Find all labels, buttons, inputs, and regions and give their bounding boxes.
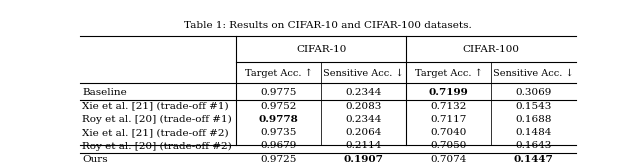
Text: 0.7050: 0.7050 <box>431 142 467 150</box>
Text: 0.9735: 0.9735 <box>260 128 297 137</box>
Text: 0.1643: 0.1643 <box>515 142 552 150</box>
Text: 0.9778: 0.9778 <box>259 115 299 124</box>
Text: Xie et al. [21] (trade-off #2): Xie et al. [21] (trade-off #2) <box>83 128 229 137</box>
Text: 0.1688: 0.1688 <box>515 115 552 124</box>
Text: 0.1447: 0.1447 <box>514 155 554 164</box>
Text: 0.9679: 0.9679 <box>260 142 297 150</box>
Text: Sensitive Acc. ↓: Sensitive Acc. ↓ <box>323 69 404 78</box>
Text: 0.9752: 0.9752 <box>260 102 297 111</box>
Text: CIFAR-10: CIFAR-10 <box>296 45 346 54</box>
Text: Table 1: Results on CIFAR-10 and CIFAR-100 datasets.: Table 1: Results on CIFAR-10 and CIFAR-1… <box>184 21 472 30</box>
Text: 0.2064: 0.2064 <box>346 128 382 137</box>
Text: Roy et al. [20] (trade-off #1): Roy et al. [20] (trade-off #1) <box>83 115 232 124</box>
Text: 0.1484: 0.1484 <box>515 128 552 137</box>
Text: 0.7040: 0.7040 <box>431 128 467 137</box>
Text: Target Acc. ↑: Target Acc. ↑ <box>245 69 312 78</box>
Text: 0.2344: 0.2344 <box>346 88 382 97</box>
Text: CIFAR-100: CIFAR-100 <box>463 45 520 54</box>
Text: Roy et al. [20] (trade-off #2): Roy et al. [20] (trade-off #2) <box>83 141 232 151</box>
Text: Xie et al. [21] (trade-off #1): Xie et al. [21] (trade-off #1) <box>83 102 229 111</box>
Text: 0.1543: 0.1543 <box>515 102 552 111</box>
Text: 0.7132: 0.7132 <box>431 102 467 111</box>
Text: 0.9725: 0.9725 <box>260 155 297 164</box>
Text: 0.7199: 0.7199 <box>429 88 468 97</box>
Text: 0.2083: 0.2083 <box>346 102 382 111</box>
Text: 0.2114: 0.2114 <box>346 142 382 150</box>
Text: Target Acc. ↑: Target Acc. ↑ <box>415 69 483 78</box>
Text: Sensitive Acc. ↓: Sensitive Acc. ↓ <box>493 69 574 78</box>
Text: Ours: Ours <box>83 155 108 164</box>
Text: Baseline: Baseline <box>83 88 127 97</box>
Text: 0.7074: 0.7074 <box>431 155 467 164</box>
Text: 0.3069: 0.3069 <box>515 88 552 97</box>
Text: 0.9775: 0.9775 <box>260 88 297 97</box>
Text: 0.7117: 0.7117 <box>431 115 467 124</box>
Text: 0.1907: 0.1907 <box>344 155 383 164</box>
Text: 0.2344: 0.2344 <box>346 115 382 124</box>
